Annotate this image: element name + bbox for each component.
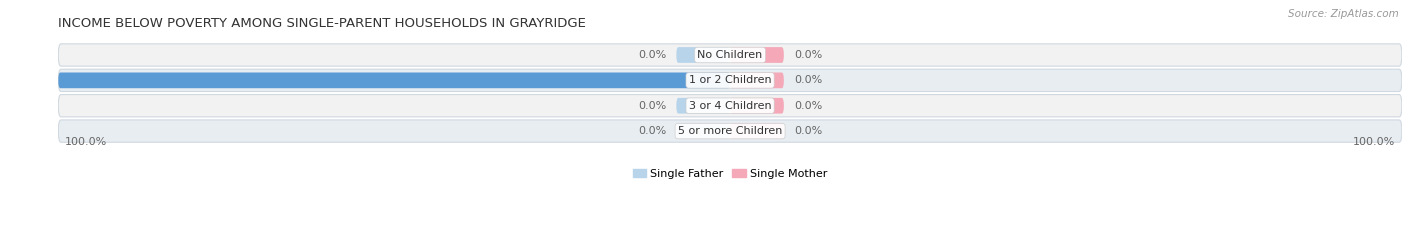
FancyBboxPatch shape (676, 123, 730, 139)
Text: 100.0%: 100.0% (3, 75, 48, 85)
FancyBboxPatch shape (676, 47, 730, 63)
Text: 0.0%: 0.0% (794, 50, 823, 60)
Text: INCOME BELOW POVERTY AMONG SINGLE-PARENT HOUSEHOLDS IN GRAYRIDGE: INCOME BELOW POVERTY AMONG SINGLE-PARENT… (58, 17, 586, 30)
Legend: Single Father, Single Mother: Single Father, Single Mother (628, 164, 832, 183)
Text: 100.0%: 100.0% (1353, 137, 1395, 147)
FancyBboxPatch shape (58, 72, 730, 88)
Text: 0.0%: 0.0% (794, 101, 823, 111)
FancyBboxPatch shape (730, 123, 783, 139)
Text: 100.0%: 100.0% (65, 137, 107, 147)
FancyBboxPatch shape (58, 69, 1402, 92)
Text: 0.0%: 0.0% (638, 126, 666, 136)
FancyBboxPatch shape (730, 47, 783, 63)
Text: 3 or 4 Children: 3 or 4 Children (689, 101, 772, 111)
Text: 0.0%: 0.0% (638, 50, 666, 60)
FancyBboxPatch shape (58, 44, 1402, 66)
Text: 0.0%: 0.0% (794, 75, 823, 85)
FancyBboxPatch shape (676, 98, 730, 113)
Text: Source: ZipAtlas.com: Source: ZipAtlas.com (1288, 9, 1399, 19)
Text: 0.0%: 0.0% (638, 101, 666, 111)
FancyBboxPatch shape (730, 72, 783, 88)
Text: 1 or 2 Children: 1 or 2 Children (689, 75, 772, 85)
Text: No Children: No Children (697, 50, 762, 60)
Text: 5 or more Children: 5 or more Children (678, 126, 782, 136)
FancyBboxPatch shape (58, 95, 1402, 117)
FancyBboxPatch shape (58, 120, 1402, 142)
Text: 0.0%: 0.0% (794, 126, 823, 136)
FancyBboxPatch shape (730, 98, 783, 113)
